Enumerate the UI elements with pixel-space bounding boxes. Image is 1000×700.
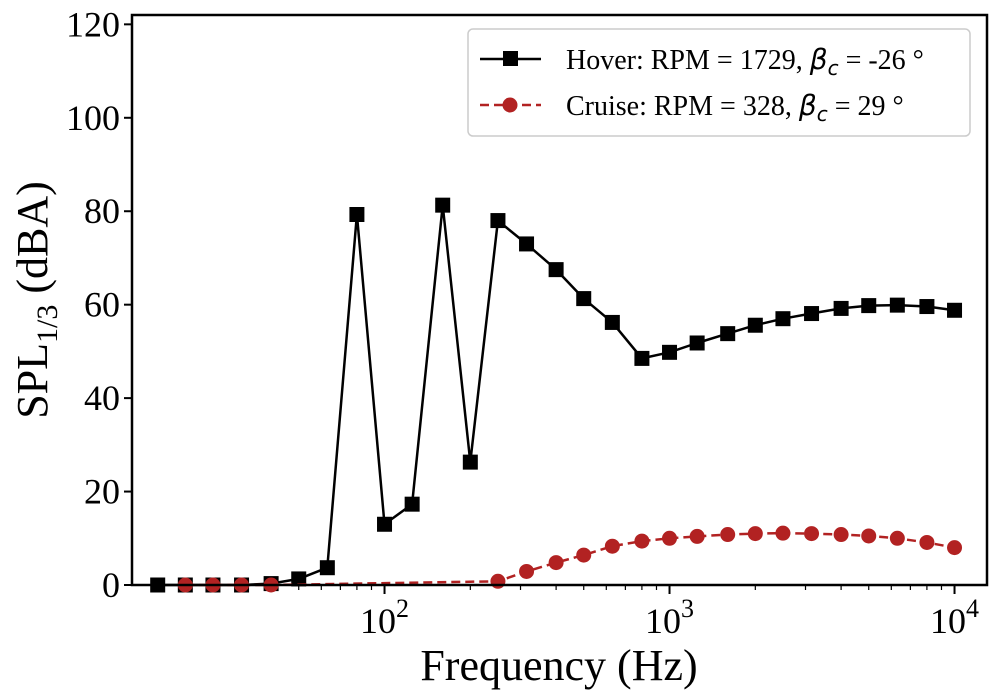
data-point-cruise-9 (634, 533, 650, 549)
data-point-hover-28 (947, 302, 963, 318)
data-point-hover-20 (720, 326, 736, 342)
x-tick-label-0: 102 (360, 594, 409, 641)
legend-hover-greek: β (809, 43, 828, 76)
data-point-hover-14 (548, 262, 564, 278)
data-point-cruise-14 (775, 525, 791, 541)
legend-label-hover: Hover: RPM = 1729, βc = -26 ° (566, 43, 924, 80)
y-tick-label-2: 40 (84, 378, 120, 418)
data-point-hover-23 (804, 306, 820, 322)
data-point-hover-27 (919, 299, 935, 315)
data-point-cruise-13 (747, 526, 763, 542)
x-axis-title: Frequency (Hz) (420, 641, 697, 690)
y-axis-title: SPL1/3 (dBA) (8, 181, 64, 419)
y-tick-label-5: 100 (66, 98, 120, 138)
data-point-hover-16 (604, 314, 620, 330)
data-point-cruise-20 (947, 540, 963, 556)
x-tick-label-1: 103 (645, 594, 694, 641)
data-point-cruise-4 (490, 573, 506, 589)
y-axis-title-sub: 1/3 (31, 305, 64, 343)
x-tick-label-base-2: 10 (930, 601, 966, 641)
series-cruise (177, 525, 963, 593)
legend: Hover: RPM = 1729, βc = -26 ° Cruise: RP… (467, 28, 971, 137)
legend-cruise-suffix: = 29 ° (828, 91, 904, 122)
x-tick-label-2: 104 (930, 594, 979, 641)
data-point-hover-10 (435, 197, 451, 213)
data-point-hover-7 (349, 207, 365, 222)
data-point-hover-17 (634, 350, 650, 366)
legend-box (467, 28, 971, 137)
data-point-cruise-12 (720, 527, 736, 543)
series-layer (150, 197, 963, 593)
legend-hover-sub: c (828, 56, 839, 80)
legend-cruise-greek: β (798, 89, 817, 122)
data-point-cruise-7 (576, 547, 592, 563)
y-tick-label-4: 80 (84, 191, 120, 231)
data-point-hover-5 (291, 571, 307, 587)
x-tick-label-exp-1: 3 (681, 594, 694, 623)
x-tick-label-exp-2: 4 (966, 594, 979, 623)
legend-marker-cruise (502, 97, 518, 113)
data-point-hover-12 (490, 213, 506, 229)
legend-hover-suffix: = -26 ° (839, 45, 924, 76)
data-point-hover-18 (662, 344, 678, 360)
plot-frame (130, 13, 989, 587)
data-point-hover-8 (377, 516, 393, 532)
x-tick-label-exp-0: 2 (396, 594, 409, 623)
legend-marker-hover (503, 51, 518, 66)
y-axis-title-main: SPL (8, 343, 57, 419)
data-point-hover-25 (861, 298, 877, 314)
y-tick-label-0: 0 (102, 565, 120, 605)
x-tick-label-base-1: 10 (645, 601, 681, 641)
data-point-cruise-10 (662, 530, 678, 546)
legend-cruise-sub: c (817, 102, 828, 126)
data-point-hover-11 (462, 454, 478, 470)
data-point-cruise-6 (548, 555, 564, 571)
data-point-hover-21 (747, 317, 763, 333)
legend-hover-prefix: Hover: RPM = 1729, (566, 45, 810, 76)
legend-label-cruise: Cruise: RPM = 328, βc = 29 ° (566, 89, 904, 126)
data-point-hover-19 (689, 335, 705, 351)
data-point-hover-6 (319, 560, 335, 576)
data-point-cruise-18 (889, 530, 905, 546)
data-point-cruise-17 (861, 528, 877, 544)
data-point-cruise-11 (689, 528, 705, 544)
data-point-hover-15 (576, 291, 592, 307)
data-point-cruise-16 (833, 527, 849, 543)
data-point-hover-13 (519, 236, 535, 252)
data-point-cruise-15 (804, 526, 820, 542)
data-point-hover-22 (775, 311, 791, 327)
data-point-cruise-19 (919, 534, 935, 550)
y-axis-title-unit: (dBA) (8, 181, 57, 304)
y-tick-label-3: 60 (84, 285, 120, 325)
data-point-hover-26 (889, 297, 905, 313)
data-point-hover-9 (404, 496, 420, 512)
data-point-cruise-8 (604, 538, 620, 554)
y-tick-label-6: 120 (66, 4, 120, 44)
data-point-cruise-5 (519, 563, 535, 579)
x-tick-label-base-0: 10 (360, 601, 396, 641)
y-tick-label-1: 20 (84, 472, 120, 512)
data-point-hover-24 (833, 300, 849, 316)
legend-cruise-prefix: Cruise: RPM = 328, (566, 91, 799, 122)
